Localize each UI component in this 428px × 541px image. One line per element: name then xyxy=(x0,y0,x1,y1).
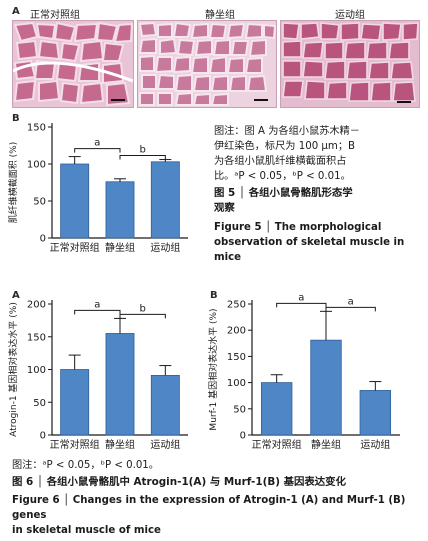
fig6b-bar-chart: Murf-1 基因相对表达水平 (%) 0 50 100 150 200 250 正常对照组静… xyxy=(207,292,400,451)
fig5-caption-line-3: 为各组小鼠肌纤维横截面积占 xyxy=(214,156,347,167)
he-stain-image-control xyxy=(13,21,133,107)
fig6a-significance-label: a xyxy=(94,299,100,310)
fig5b-significance-bracket xyxy=(74,148,121,153)
fig6-title-cn: 图 6 │ 各组小鼠骨骼肌中 Atrogin-1(A) 与 Murf-1(B) … xyxy=(12,476,346,488)
fig5b-significance-label: a xyxy=(94,138,100,149)
fig6b-bar xyxy=(260,382,293,436)
fig6a-bar xyxy=(105,333,135,436)
fig6b-significance-bracket xyxy=(276,302,327,308)
fig6b-y-tick-label: 250 xyxy=(227,300,246,311)
fig5a-label-control: 正常对照组 xyxy=(30,10,80,21)
fig6a-significance-bracket xyxy=(119,313,166,319)
fig5b-x-tick-label: 正常对照组 xyxy=(50,241,100,254)
fig5-title-en-line-1: Figure 5 │ The morphological xyxy=(214,222,382,233)
fig6a-significance-label: b xyxy=(139,303,145,314)
fig6a-x-tick-label: 运动组 xyxy=(150,438,180,451)
fig6a-y-tick-label: 0 xyxy=(40,431,46,442)
fig5b-bar-chart: 肌纤维横截面积 (%) 0 50 100 150 正常对照组 静坐组 运动组 a b xyxy=(7,123,188,254)
fig6b-bar xyxy=(310,339,342,436)
fig5-title-cn: 图 5 │ 各组小鼠骨骼肌形态学 观察 xyxy=(214,186,422,216)
fig6-title-en-line-2: in skeletal muscle of mice xyxy=(12,525,161,536)
fig5-caption-line-2: 伊红染色，标尺为 100 μm；B xyxy=(214,141,356,152)
fig6b-y-tick-label: 0 xyxy=(240,431,246,442)
fig5b-y-tick-label: 50 xyxy=(33,197,46,208)
he-stain-image-sedentary xyxy=(138,21,276,107)
fig6b-significance-bracket xyxy=(325,306,376,312)
fig6a-y-tick-label: 100 xyxy=(27,365,46,376)
fig6-title-en: Figure 6 │ Changes in the expression of … xyxy=(12,493,426,538)
fig6b-x-tick-label: 运动组 xyxy=(360,438,390,451)
fig5b-bar xyxy=(150,161,180,239)
fig5-title-en-line-3: mice xyxy=(214,252,242,263)
fig5-caption: 图注：图 A 为各组小鼠苏木精－ 伊红染色，标尺为 100 μm；B 为各组小鼠… xyxy=(214,124,422,184)
fig6a-y-tick-label: 50 xyxy=(33,398,46,409)
he-stain-image-exercise xyxy=(281,21,419,107)
fig6b-x-tick-label: 正常对照组 xyxy=(252,438,302,451)
fig6b-significance-label: a xyxy=(348,296,354,307)
fig6b-significance-label: a xyxy=(298,292,304,303)
fig5b-y-tick-label: 100 xyxy=(27,160,46,171)
fig6a-bar-chart: Atrogin-1 基因相对表达水平 (%) 0 50 100 150 200 正常对照组静… xyxy=(7,299,188,451)
fig5-title-en-line-2: observation of skeletal muscle in xyxy=(214,237,405,248)
fig5a-label-sedentary: 静坐组 xyxy=(205,10,235,21)
fig5b-bar xyxy=(105,181,135,239)
fig6a-significance-bracket xyxy=(74,309,121,315)
fig6a-y-tick-label: 200 xyxy=(27,300,46,311)
fig6a-bar xyxy=(150,374,180,436)
fig6a-bar xyxy=(60,369,90,436)
fig5b-x-tick-label: 运动组 xyxy=(150,241,180,254)
fig5b-y-tick-label: 0 xyxy=(40,234,46,245)
fig6a-x-tick-label: 正常对照组 xyxy=(50,438,100,451)
fig6b-y-tick-label: 100 xyxy=(227,378,246,389)
fig5b-significance-label: b xyxy=(139,145,145,156)
fig6b-bar xyxy=(359,390,392,436)
fig6-panel-a-letter: A xyxy=(12,290,20,301)
fig6a-y-axis-label: Atrogin-1 基因相对表达水平 (%) xyxy=(7,302,19,437)
fig5-caption-line-1: 图注：图 A 为各组小鼠苏木精－ xyxy=(214,126,360,137)
fig5a-label-exercise: 运动组 xyxy=(335,10,365,21)
fig6-title-en-line-1: Figure 6 │ Changes in the expression of … xyxy=(12,495,406,521)
he-micrograph-sedentary xyxy=(137,20,277,108)
fig6a-y-tick-label: 150 xyxy=(27,332,46,343)
he-micrograph-control xyxy=(12,20,134,108)
fig6b-y-tick-label: 200 xyxy=(227,326,246,337)
fig5b-y-tick-label: 150 xyxy=(27,123,46,134)
fig5b-y-axis-label: 肌纤维横截面积 (%) xyxy=(7,142,19,223)
fig5-title-cn-line-1: 图 5 │ 各组小鼠骨骼肌形态学 xyxy=(214,187,353,199)
fig6a-x-tick-label: 静坐组 xyxy=(105,438,135,451)
fig5b-bar xyxy=(60,163,90,239)
fig5-panel-a-letter: A xyxy=(12,6,20,17)
fig5-title-en: Figure 5 │ The morphological observation… xyxy=(214,220,426,265)
fig5b-x-tick-label: 静坐组 xyxy=(105,241,135,254)
fig6-panel-b-letter: B xyxy=(210,290,218,301)
fig5b-significance-bracket xyxy=(119,155,166,160)
fig6b-y-tick-label: 150 xyxy=(227,352,246,363)
fig5-caption-line-4: 比。ᵃP < 0.05，ᵇP < 0.01。 xyxy=(214,171,351,182)
fig6b-y-axis-label: Murf-1 基因相对表达水平 (%) xyxy=(207,308,219,430)
fig5-panel-b-letter: B xyxy=(12,113,20,124)
fig6b-y-tick-label: 50 xyxy=(233,404,246,415)
fig6-note: 图注：ᵃP < 0.05，ᵇP < 0.01。 xyxy=(12,460,159,471)
he-micrograph-exercise xyxy=(280,20,420,108)
fig5-title-cn-line-2: 观察 xyxy=(214,202,235,214)
fig6b-x-tick-label: 静坐组 xyxy=(311,438,341,451)
